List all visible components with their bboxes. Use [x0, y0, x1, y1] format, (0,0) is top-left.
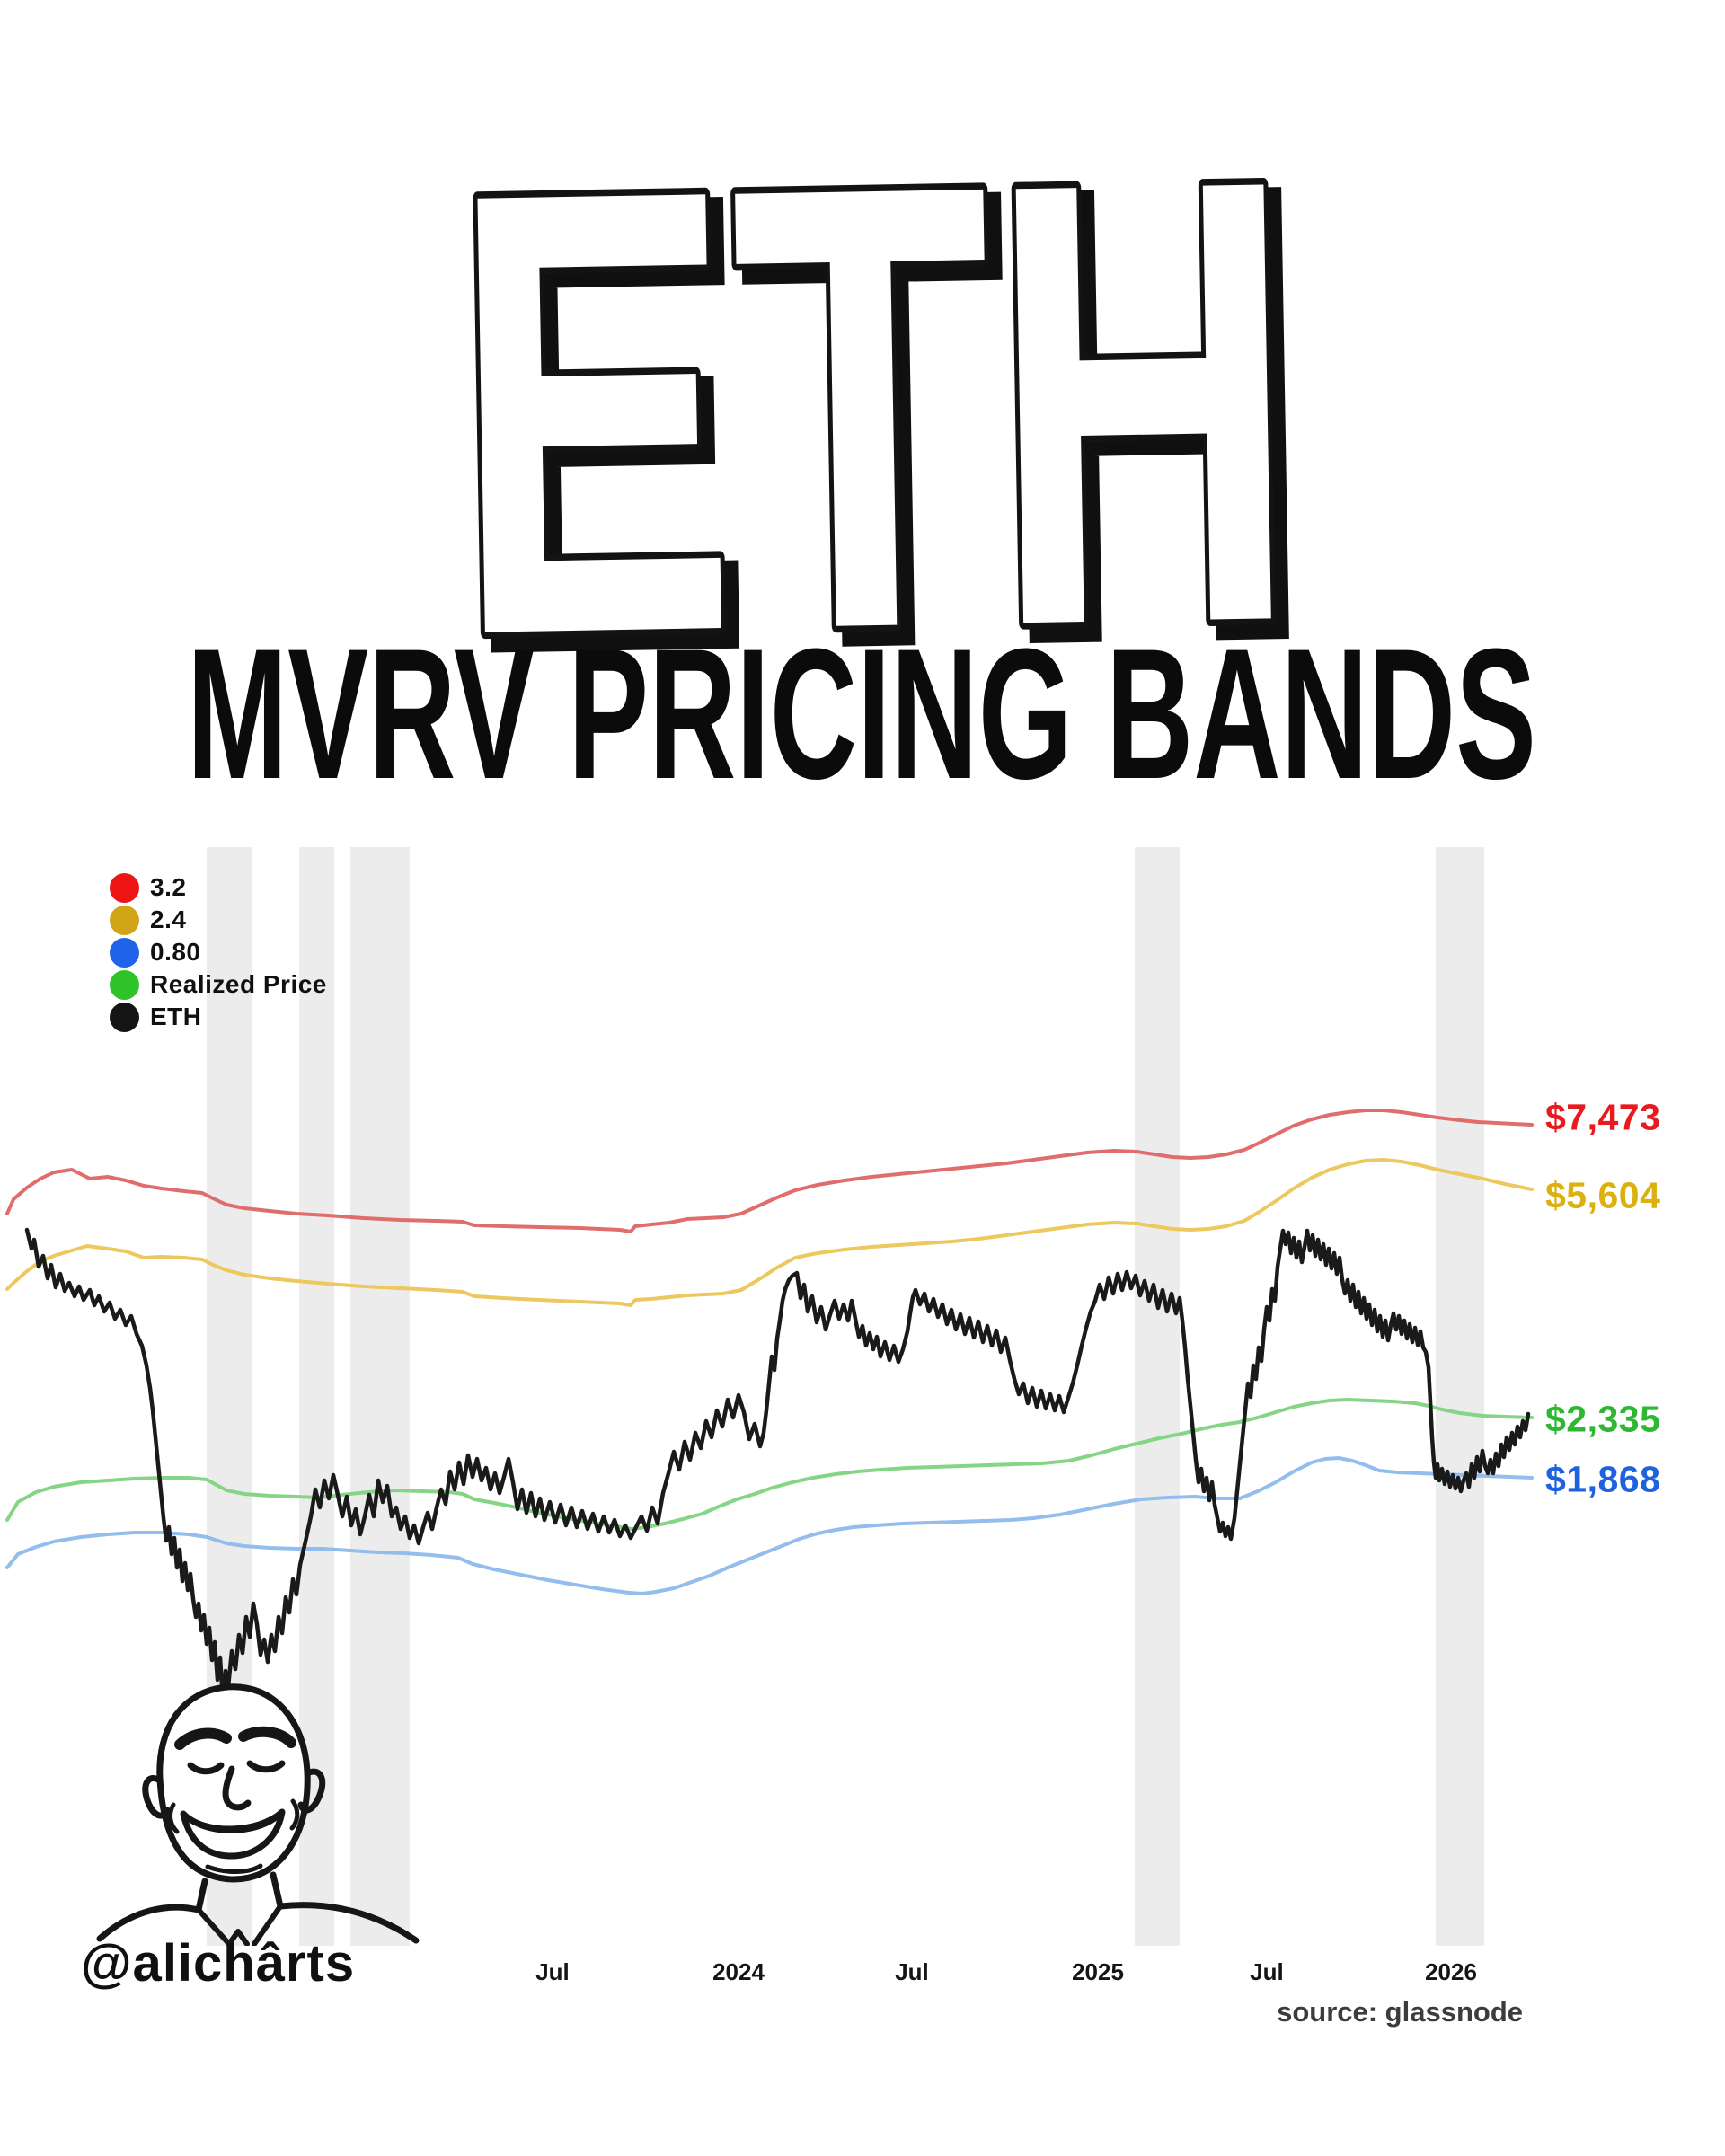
legend-item: 3.2	[110, 871, 327, 904]
avatar-eyes	[187, 1760, 286, 1775]
legend-item: 2.4	[110, 904, 327, 936]
highlight-band	[1436, 847, 1484, 1946]
avatar-chin	[205, 1863, 263, 1874]
avatar-shoulders	[96, 1902, 420, 1944]
legend-swatch	[110, 937, 139, 968]
avatar-right-ear	[297, 1768, 326, 1814]
avatar-eyebrows	[174, 1726, 296, 1750]
chart-legend: 3.2 2.4 0.80 Realized Price ETH	[110, 871, 327, 1033]
legend-label: 3.2	[150, 873, 187, 901]
legend-label: ETH	[150, 1003, 202, 1030]
legend-item: 0.80	[110, 936, 327, 968]
highlight-band	[350, 847, 410, 1946]
legend-label: 0.80	[150, 938, 201, 966]
legend-swatch	[110, 1002, 139, 1032]
series-realized-price	[5, 1398, 1534, 1531]
legend-label: Realized Price	[150, 970, 327, 998]
legend-item: ETH	[110, 1001, 327, 1033]
legend-item: Realized Price	[110, 968, 327, 1001]
author-avatar	[96, 1683, 420, 1946]
legend-swatch	[110, 872, 139, 903]
page-title: ETH	[447, 47, 1302, 766]
avatar-collar	[196, 1904, 283, 1946]
series-2-4-band	[5, 1158, 1534, 1307]
series-0-80-band	[5, 1456, 1534, 1595]
avatar-left-ear	[142, 1775, 171, 1819]
page-subtitle: MVRV PRICING BANDS	[187, 610, 1536, 817]
avatar-teeth-line	[189, 1816, 278, 1833]
highlight-band	[1135, 847, 1180, 1946]
source-credit: source: glassnode	[1277, 1996, 1523, 2028]
legend-label: 2.4	[150, 906, 187, 933]
legend-swatch	[110, 905, 139, 935]
series-3-2-band	[5, 1109, 1534, 1233]
title-art: ETH ETH MVRV PRICING BANDS	[187, 40, 1536, 817]
avatar-nose	[222, 1765, 252, 1811]
avatar-smile-creases	[168, 1798, 300, 1834]
author-handle: @alichârts	[81, 1934, 356, 1993]
legend-swatch	[110, 969, 139, 1000]
avatar-neck	[195, 1871, 284, 1913]
series-eth-price	[24, 1227, 1531, 1702]
title-shadow: ETH	[459, 58, 1314, 778]
